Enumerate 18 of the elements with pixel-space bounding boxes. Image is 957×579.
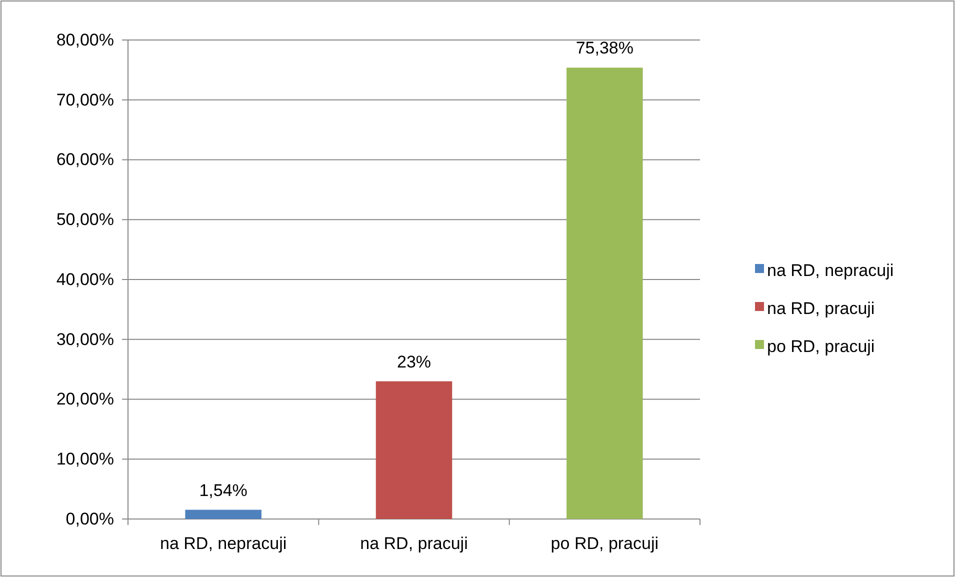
x-tick-label: po RD, pracuji	[550, 534, 659, 554]
data-label: 1,54%	[199, 480, 248, 500]
y-tick-label: 30,00%	[56, 330, 114, 349]
data-label: 23%	[396, 352, 432, 372]
legend-label: na RD, pracuji	[767, 298, 875, 318]
x-tick-label: na RD, pracuji	[360, 534, 468, 554]
y-tick-label: 60,00%	[56, 150, 114, 170]
y-tick-label: 80,00%	[56, 30, 114, 50]
y-tick-label: 50,00%	[56, 210, 114, 230]
legend-label: po RD, pracuji	[767, 336, 875, 356]
data-label: 75,38%	[576, 38, 634, 58]
legend-label: na RD, nepracuji	[767, 260, 894, 280]
y-tick-label: 10,00%	[56, 450, 114, 469]
y-tick-label: 70,00%	[56, 90, 114, 110]
x-tick-label: na RD, nepracuji	[160, 534, 287, 554]
y-tick-label: 40,00%	[56, 270, 114, 289]
y-tick-label: 20,00%	[56, 390, 114, 409]
y-tick-label: 0,00%	[66, 509, 114, 528]
